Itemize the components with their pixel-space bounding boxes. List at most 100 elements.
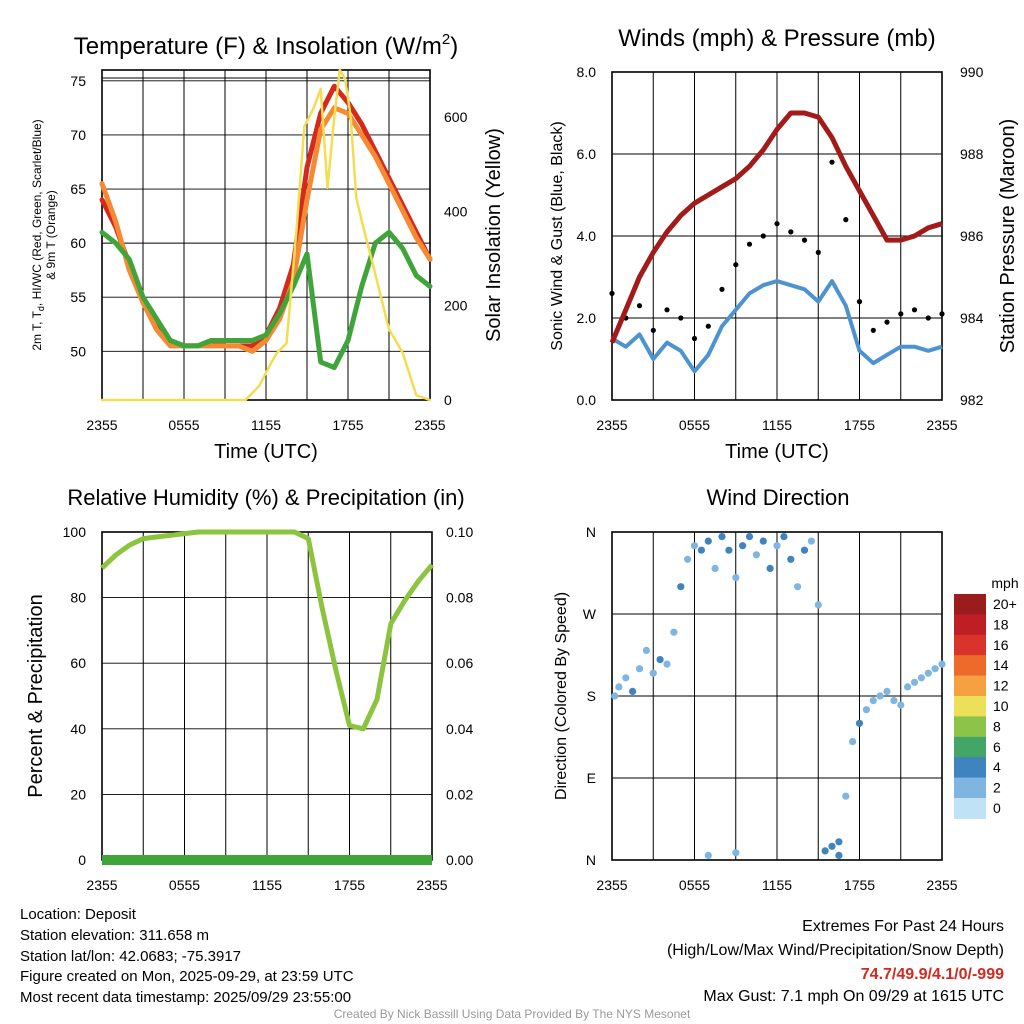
gust-point: [733, 262, 739, 268]
panel-2-x-tick-label: 1155: [762, 417, 792, 433]
gust-point: [815, 249, 821, 255]
wind-direction-point: [780, 533, 788, 541]
wind-direction-point: [869, 697, 877, 705]
pressure-y-tick-label: 984: [960, 310, 984, 326]
speed-legend-swatch: [954, 716, 986, 738]
panel-1-x-tick-label: 2355: [414, 417, 445, 433]
gust-point: [774, 221, 780, 227]
extremes-values: 74.7/49.9/4.1/0/-999: [860, 966, 1004, 983]
footer-elevation: Station elevation: 311.658 m: [20, 927, 210, 944]
gust-point: [636, 303, 643, 309]
wind-direction-point: [677, 583, 685, 591]
footer-recent: Most recent data timestamp: 2025/09/29 2…: [20, 989, 352, 1006]
rh-y-tick-label: 100: [63, 524, 87, 540]
speed-legend-label: 10: [993, 698, 1009, 714]
wind-direction-point: [622, 674, 630, 682]
rh-series-relative-humidity: [100, 529, 434, 732]
panel-4-x-tick-label: 2355: [596, 877, 627, 893]
gust-point: [898, 311, 904, 317]
panel-3-x-tick-label: 2355: [416, 877, 447, 893]
wind-direction-point: [684, 555, 692, 563]
insolation-y-tick-label: 600: [444, 109, 468, 125]
panel-2-x-tick-label: 2355: [926, 417, 957, 433]
panel-4-x-tick-label: 1155: [762, 877, 792, 893]
wind-direction-point: [821, 847, 829, 855]
panel-3-x-tick-label: 1755: [334, 877, 365, 893]
wind-direction-point: [745, 533, 754, 541]
speed-legend-swatch: [954, 655, 986, 677]
extremes-title: Extremes For Past 24 Hours: [802, 918, 1004, 935]
wind-direction-point: [876, 692, 884, 700]
wind-direction-point: [773, 542, 781, 550]
panel-2-x-tick-label: 2355: [596, 417, 627, 433]
rh-y-tick-label: 0: [78, 852, 86, 868]
temp-y-tick-label: 65: [70, 181, 86, 197]
wind-direction-point: [835, 851, 843, 860]
wind-direction-point: [787, 555, 795, 563]
pressure-y-tick-label: 986: [960, 228, 984, 244]
wind-direction-point: [766, 564, 774, 573]
extremes-subtitle: (High/Low/Max Wind/Precipitation/Snow De…: [666, 942, 1004, 959]
wind-direction-point: [862, 706, 871, 714]
temp-y-tick-label: 75: [70, 73, 86, 89]
temp-series-9m-t: [99, 105, 433, 354]
rh-chart-title: Relative Humidity (%) & Precipitation (i…: [67, 485, 464, 510]
wind-direction-point: [855, 719, 864, 727]
gust-point: [664, 307, 670, 313]
gust-point: [843, 217, 849, 223]
dir-y-tick-label: N: [586, 524, 596, 540]
speed-legend-swatch: [954, 696, 986, 717]
temp-y-axis-label: 2m T, Td, HI/WC (Red, Green, Scarlet/Blu…: [30, 119, 58, 350]
speed-legend-swatch: [954, 675, 986, 697]
gust-point: [925, 315, 931, 321]
speed-legend-label: 16: [993, 637, 1009, 653]
wind-direction-point: [890, 697, 898, 705]
gust-point: [705, 323, 711, 329]
wind-direction-point: [800, 546, 809, 554]
gust-point: [678, 315, 684, 321]
wind-direction-point: [725, 546, 733, 554]
wind-direction-point: [635, 665, 644, 673]
wind-direction-point: [670, 628, 678, 636]
wind-direction-point: [732, 849, 740, 857]
wind-direction-point: [931, 665, 939, 673]
max-gust: Max Gust: 7.1 mph On 09/29 at 1615 UTC: [703, 988, 1004, 1005]
speed-legend-label: 12: [993, 678, 1009, 694]
footer-location: Location: Deposit: [20, 906, 136, 923]
wind-chart-title: Winds (mph) & Pressure (mb): [618, 25, 935, 52]
wind-direction-point: [752, 551, 761, 559]
insolation-y-tick-label: 200: [444, 298, 468, 314]
precip-y-tick-label: 0.08: [446, 590, 473, 606]
wind-y-tick-label: 6.0: [577, 146, 597, 162]
panel-3-x-tick-label: 2355: [86, 877, 117, 893]
speed-legend-swatch: [954, 757, 986, 779]
speed-legend-swatch: [954, 777, 986, 799]
speed-legend-label: 18: [993, 616, 1009, 632]
wind-direction-point: [739, 542, 747, 550]
gust-point: [911, 307, 918, 313]
temp-series-solar-insolation: [100, 68, 432, 402]
wind-y-tick-label: 4.0: [577, 228, 597, 244]
gust-point: [856, 299, 863, 305]
insolation-y-axis-label: Solar Insolation (Yellow): [483, 128, 505, 342]
precip-y-tick-label: 0.04: [446, 721, 473, 737]
gust-point: [719, 286, 725, 292]
gust-point: [884, 319, 890, 325]
wind-direction-point: [807, 537, 816, 545]
panel-3-x-tick-label: 1155: [252, 877, 282, 893]
wind-direction-point: [690, 542, 699, 550]
wind-direction-point: [842, 792, 850, 800]
gust-point: [801, 237, 808, 243]
wind-direction-point: [849, 738, 857, 746]
pressure-y-tick-label: 988: [960, 146, 984, 162]
gust-point: [609, 290, 615, 296]
wind-y-axis-label: Sonic Wind & Gust (Blue, Black): [549, 121, 566, 350]
speed-legend-swatch: [954, 594, 986, 615]
gust-point: [939, 311, 945, 317]
speed-legend-swatch: [954, 798, 986, 819]
panel-4-x-tick-label: 1755: [844, 877, 875, 893]
wind-direction-point: [704, 537, 712, 545]
wind-direction-point: [611, 692, 619, 700]
panel-1-x-tick-label: 0555: [168, 417, 199, 433]
wind-x-axis-label: Time (UTC): [725, 441, 829, 463]
